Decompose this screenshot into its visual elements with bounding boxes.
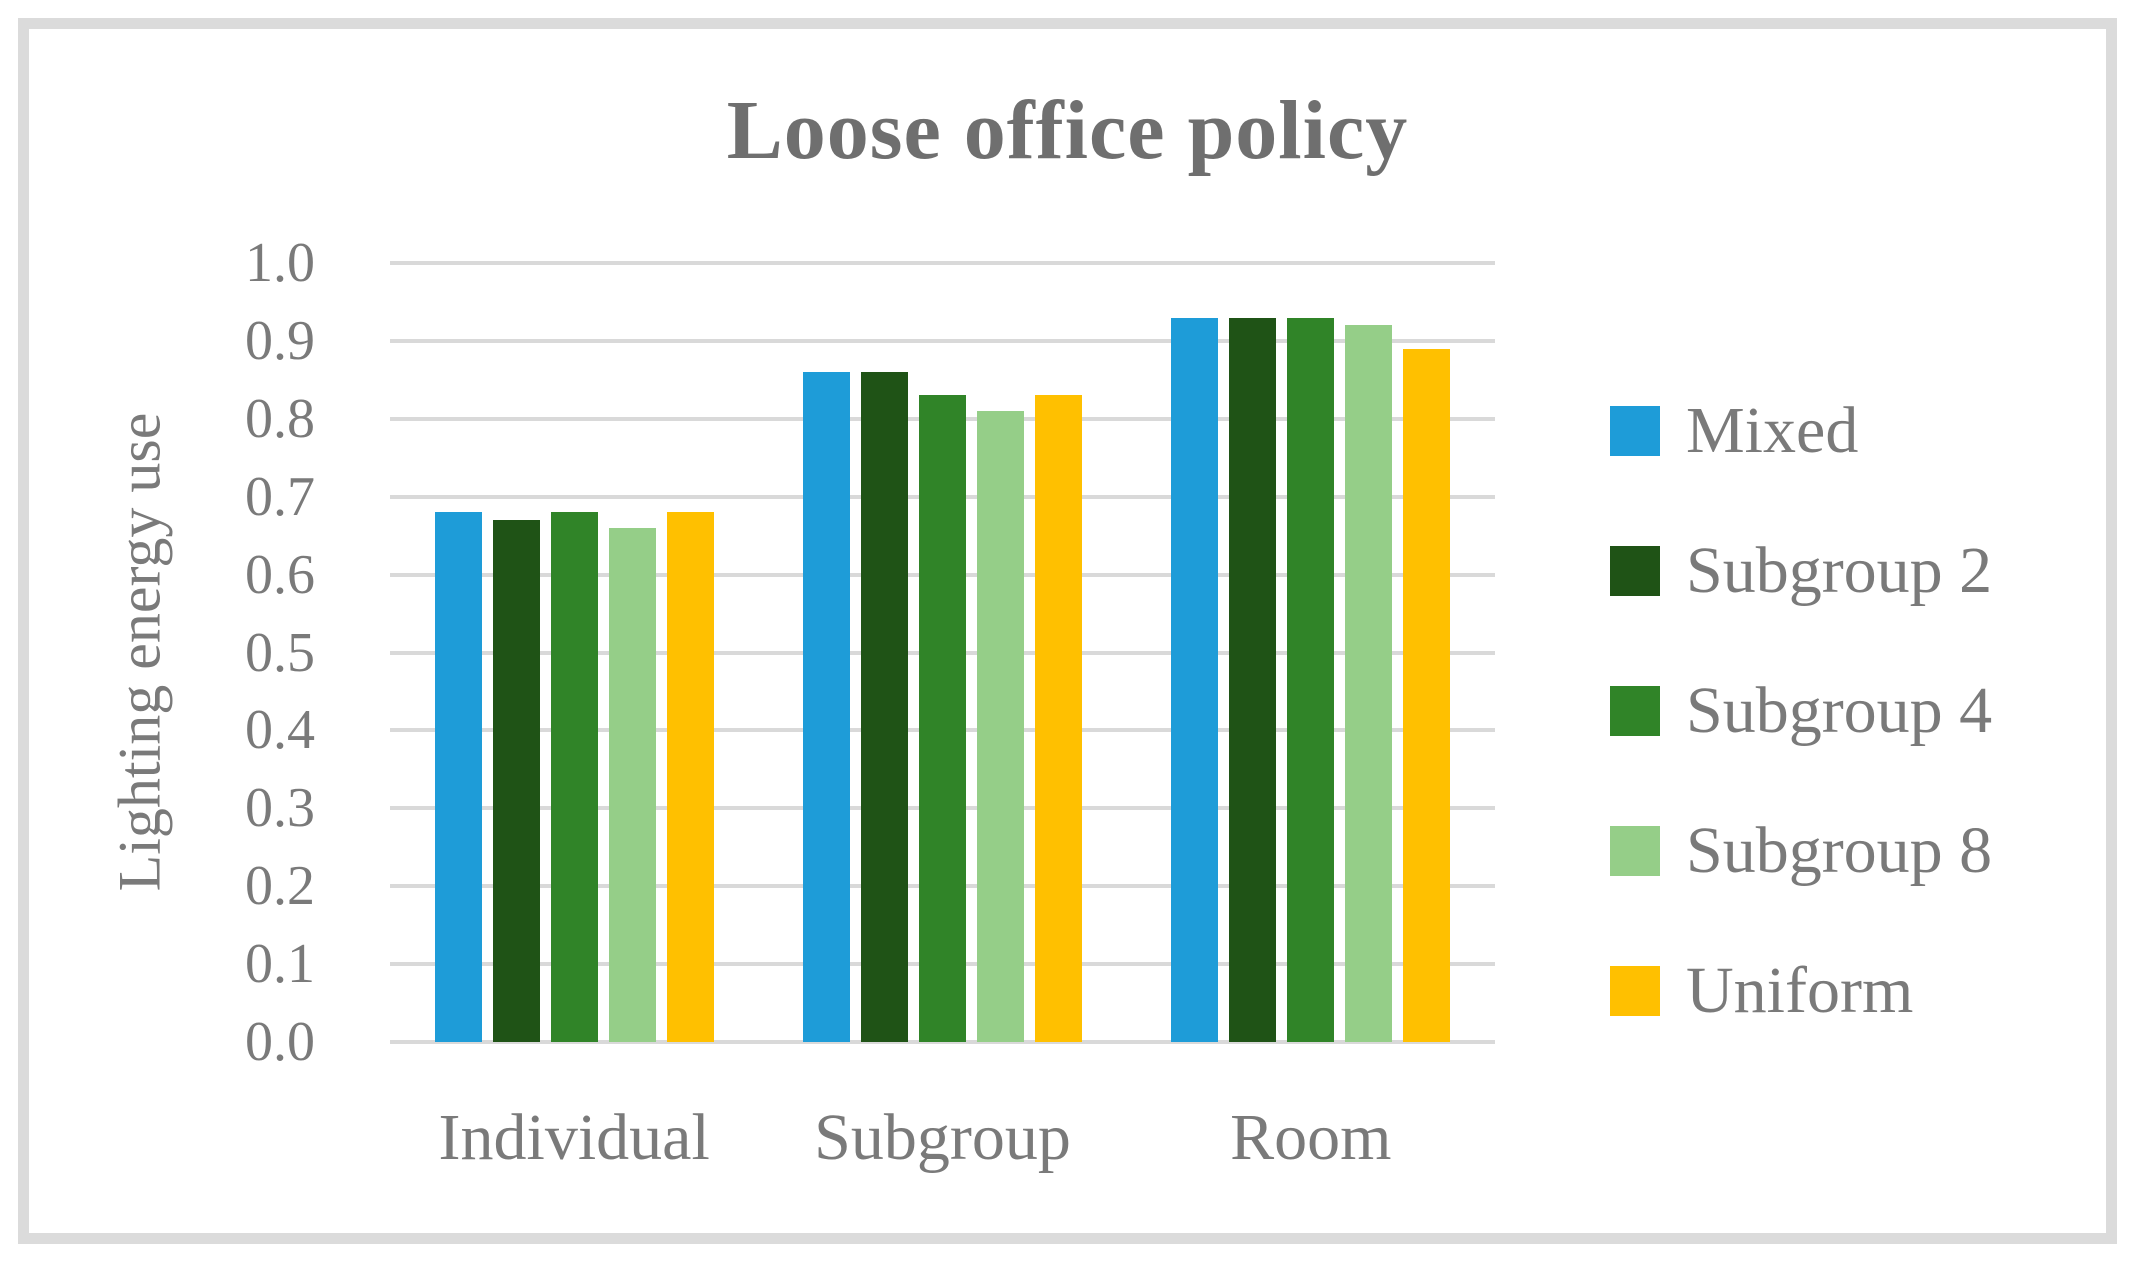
bar-group-individual [390,263,758,1042]
legend-label: Subgroup 8 [1686,814,1993,887]
legend-swatch-icon [1610,546,1660,596]
bar-subgroup-8 [976,411,1024,1042]
legend: Mixed Subgroup 2 Subgroup 4 Subgroup 8 Unifo… [1610,398,1992,1024]
bar-mixed [802,372,850,1042]
legend-label: Subgroup 2 [1686,534,1993,607]
bar-subgroup-4 [918,395,966,1042]
legend-swatch-icon [1610,406,1660,456]
y-tick-label: 0.9 [245,309,315,372]
bar-group-subgroup [758,263,1126,1042]
plot-area [390,261,1495,1044]
legend-swatch-icon [1610,826,1660,876]
bar-subgroup-2 [1229,317,1277,1042]
legend-item: Mixed [1610,398,1992,464]
chart-title: Loose office policy [726,84,1409,177]
legend-item: Subgroup 4 [1610,678,1992,744]
bar-uniform [1034,395,1082,1042]
bar-mixed [434,512,482,1042]
category-label: Room [1230,1101,1392,1174]
category-label: Individual [438,1101,710,1174]
legend-swatch-icon [1610,686,1660,736]
y-tick-label: 0.2 [245,855,315,918]
y-tick-label: 0.4 [245,699,315,762]
legend-label: Uniform [1686,954,1914,1027]
legend-swatch-icon [1610,966,1660,1016]
y-tick-label: 0.1 [245,933,315,996]
bar-subgroup-4 [1287,317,1335,1042]
bar-subgroup-2 [492,520,540,1042]
bar-subgroup-8 [1345,325,1393,1042]
y-tick-label: 0.6 [245,543,315,606]
legend-label: Mixed [1686,394,1859,467]
bar-subgroup-8 [608,527,656,1042]
y-tick-label: 0.7 [245,465,315,528]
y-tick-label: 0.8 [245,387,315,450]
bar-uniform [1403,348,1451,1042]
y-tick-label: 0.5 [245,621,315,684]
gridline [390,1040,1495,1044]
bar-mixed [1171,317,1219,1042]
gridline [390,338,1495,343]
gridline [390,261,1495,265]
y-tick-label: 1.0 [245,232,315,294]
bar-subgroup-2 [860,372,908,1042]
category-label: Subgroup [814,1101,1071,1174]
legend-label: Subgroup 4 [1686,674,1993,747]
bar-subgroup-4 [550,512,598,1042]
bar-uniform [666,512,714,1042]
legend-item: Subgroup 2 [1610,538,1992,604]
bar-group-room [1127,263,1495,1042]
y-tick-label: 0.0 [245,1011,315,1073]
legend-item: Uniform [1610,958,1992,1024]
y-tick-label: 0.3 [245,777,315,840]
legend-item: Subgroup 8 [1610,818,1992,884]
